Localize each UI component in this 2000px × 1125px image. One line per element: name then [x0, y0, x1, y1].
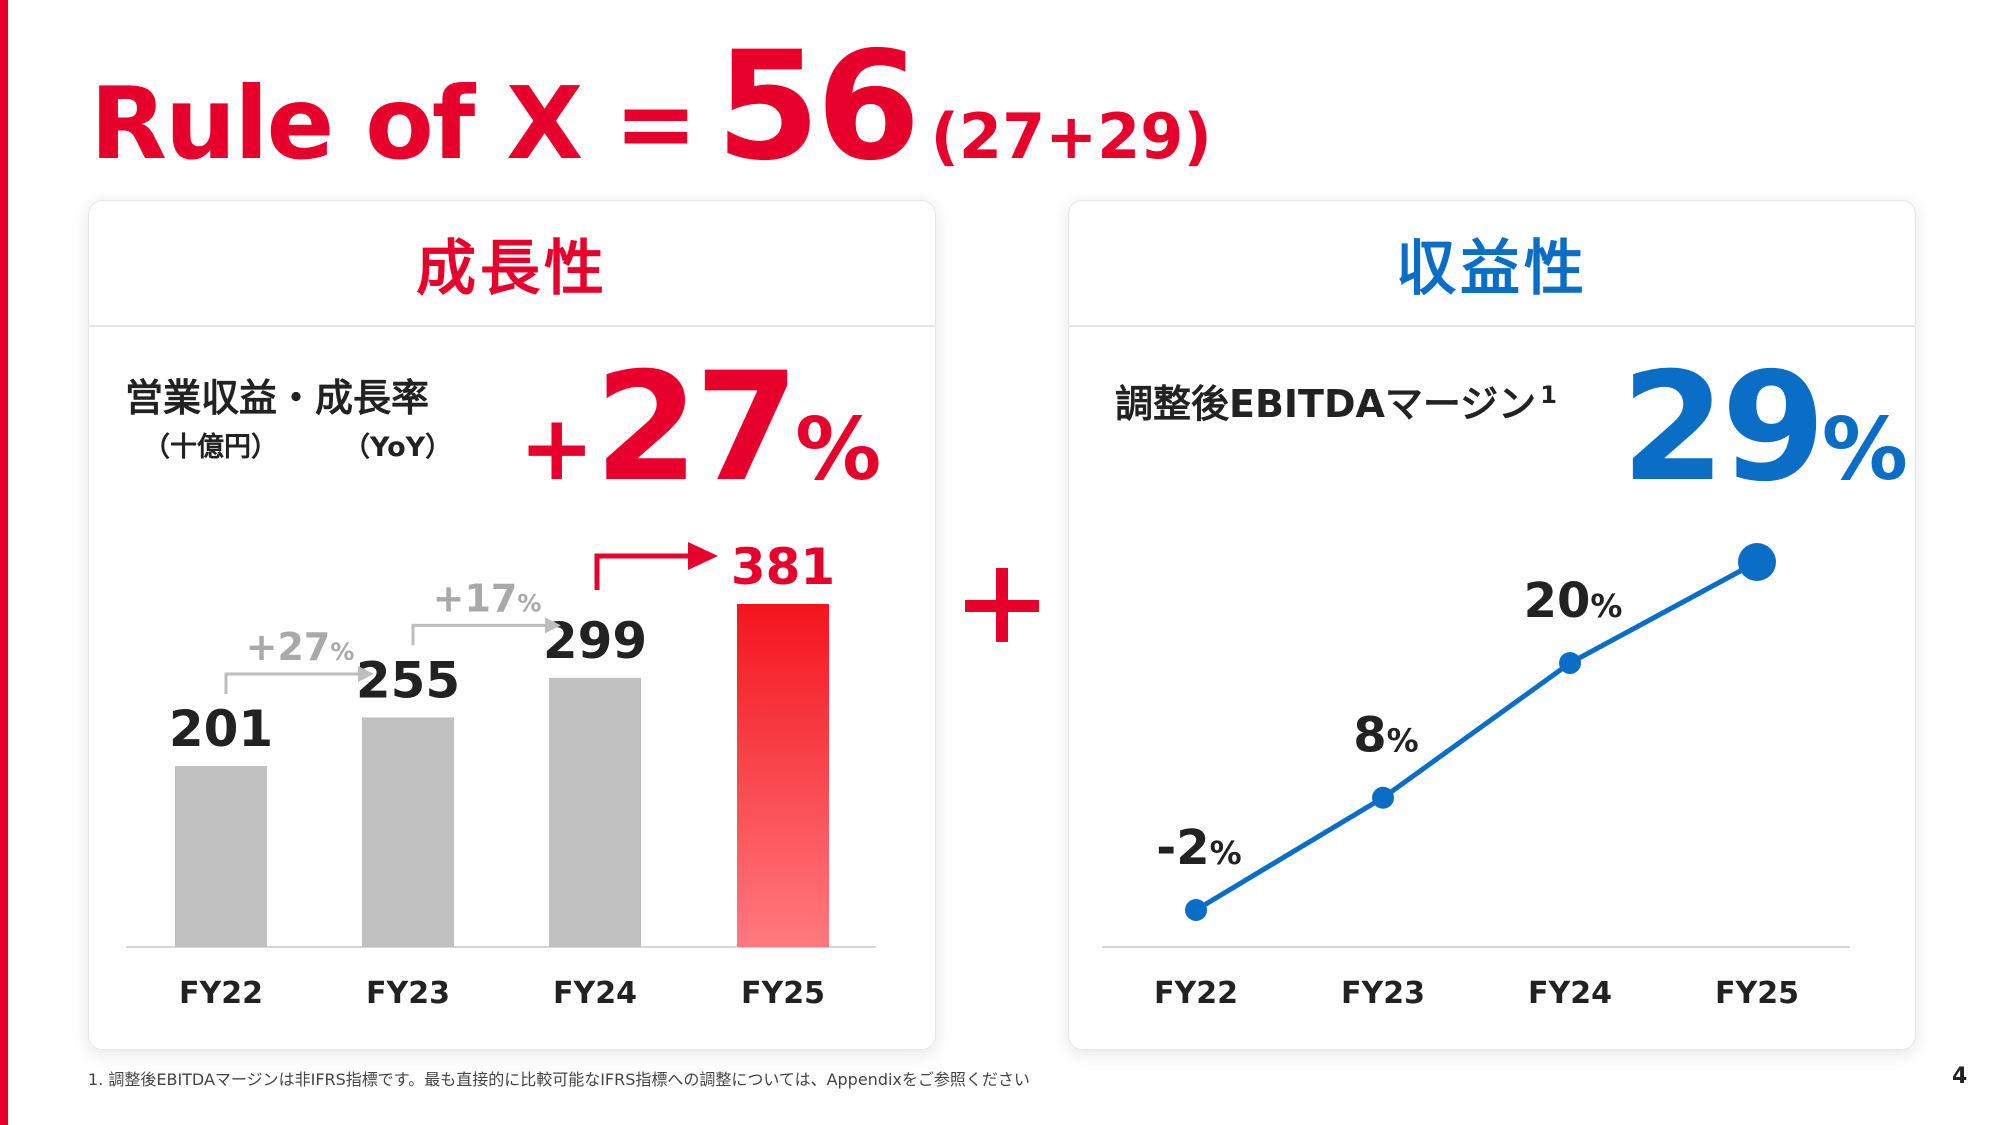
growth-arrow-head [358, 666, 374, 683]
bar-fy23 [362, 717, 454, 947]
margin-point-fy24 [1559, 652, 1581, 675]
growth-arrow-head [545, 617, 561, 634]
profit-panel: 収益性 調整後EBITDAマージン 1 29% [1068, 200, 1916, 1050]
footnote: 1. 調整後EBITDAマージンは非IFRS指標です。最も直接的に比較可能なIF… [88, 1070, 1030, 1089]
margin-value-label: 20% [1524, 573, 1623, 629]
growth-label: +27% [246, 625, 355, 669]
highlight-arrow-head [688, 542, 718, 570]
line-tick-label: FY24 [1528, 976, 1612, 1011]
growth-yoy-label: （YoY） [343, 432, 453, 463]
title-main: Rule of X = [90, 65, 698, 182]
line-tick-label: FY22 [1154, 976, 1238, 1011]
bar-value-label: 255 [356, 651, 460, 709]
profit-header: 収益性 [1069, 201, 1915, 327]
margin-point-fy23 [1372, 786, 1394, 809]
title-sub: (27+29) [930, 100, 1212, 173]
growth-label: +17% [433, 576, 542, 620]
bar-tick-label: FY22 [179, 976, 263, 1011]
growth-kpi-unit: % [795, 400, 882, 500]
growth-metric-label: 営業収益・成長率 [125, 376, 430, 420]
bar-value-label: 299 [543, 612, 647, 670]
growth-kpi-value: 27 [594, 341, 799, 515]
growth-kpi-prefix: + [519, 396, 595, 501]
profit-kpi: 29% [1621, 341, 1908, 515]
profit-footnote-mark: 1 [1540, 381, 1557, 410]
bar-tick-label: FY24 [553, 976, 637, 1011]
margin-point-fy25 [1738, 543, 1776, 581]
title-value: 56 [715, 20, 921, 194]
accent-bar [0, 0, 8, 1125]
bar-tick-label: FY23 [366, 976, 450, 1011]
growth-header: 成長性 [89, 201, 935, 327]
plus-icon [965, 568, 1039, 642]
profit-kpi-value: 29 [1621, 341, 1826, 515]
margin-value-label: -2% [1156, 820, 1241, 876]
growth-unit-label: （十億円） [143, 432, 278, 463]
margin-value-label: 8% [1353, 708, 1418, 764]
bar-value-label: 201 [169, 700, 273, 758]
profit-kpi-unit: % [1821, 400, 1908, 500]
line-tick-label: FY25 [1715, 976, 1799, 1011]
bar-tick-label: FY25 [741, 976, 825, 1011]
growth-arrow-line [411, 623, 545, 646]
margin-point-fy22 [1185, 899, 1207, 921]
line-tick-label: FY23 [1341, 976, 1425, 1011]
margin-series-line [1194, 559, 1759, 913]
page-number: 4 [1952, 1064, 1968, 1089]
bar-value-label: 381 [731, 538, 835, 596]
profit-metric-label: 調整後EBITDAマージン 1 [1115, 373, 1557, 428]
bar-fy25 [737, 604, 829, 947]
bar-fy24 [549, 677, 641, 947]
growth-kpi: +27% [519, 341, 881, 515]
page-title: Rule of X = 56 (27+29) [90, 20, 1212, 194]
growth-arrow-line [224, 672, 358, 695]
bar-fy22 [175, 766, 267, 947]
profit-metric-text: 調整後EBITDAマージン [1115, 382, 1537, 426]
highlight-arrow-line [594, 553, 690, 590]
